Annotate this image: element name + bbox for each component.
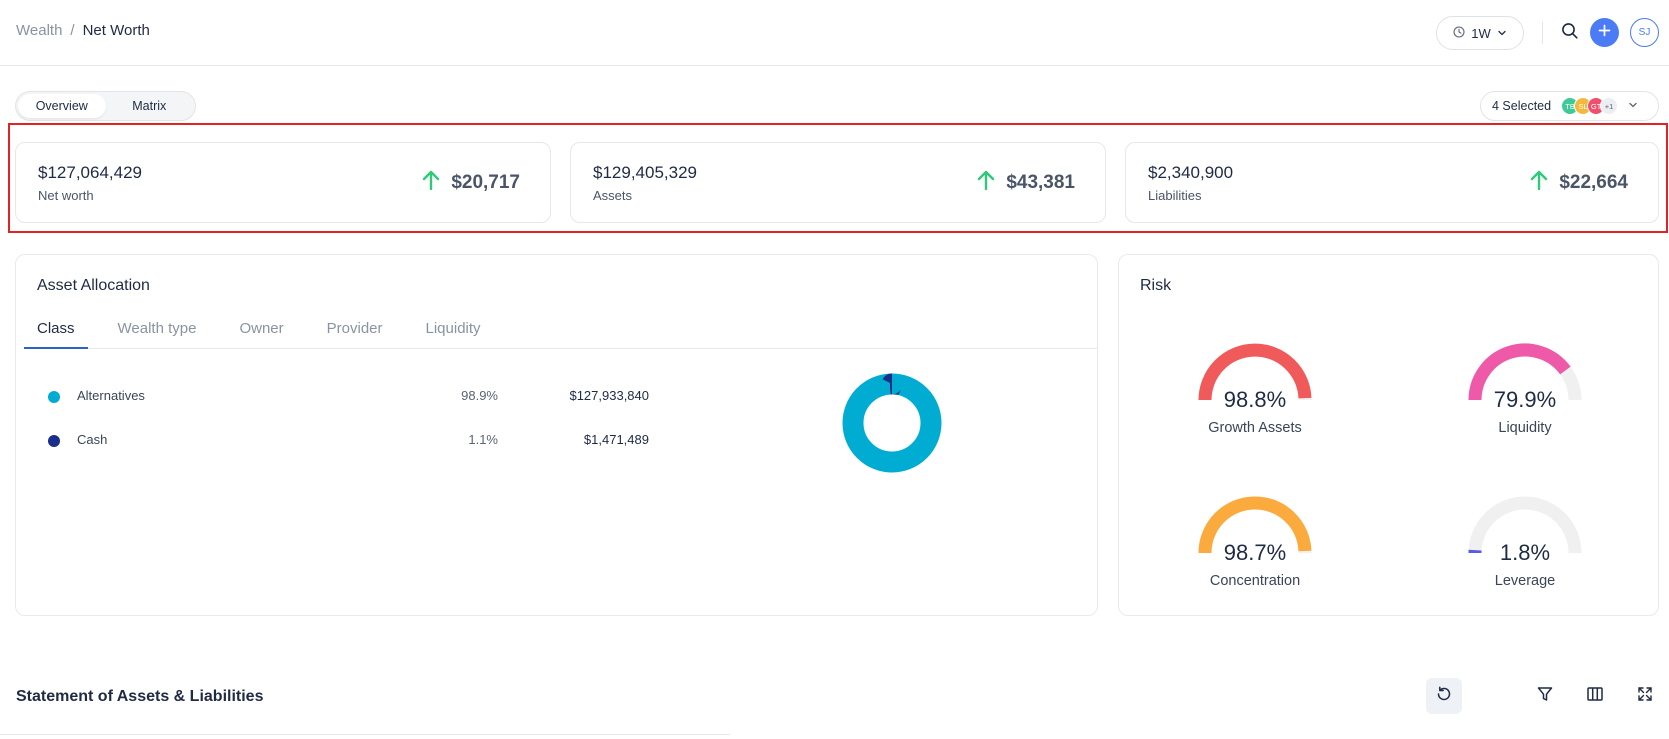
gauge-value: 98.8% (1223, 387, 1287, 412)
asset-allocation-title: Asset Allocation (37, 277, 150, 294)
kpi-change-value: $22,664 (1559, 172, 1628, 193)
breadcrumb: Wealth / Net Worth (16, 22, 150, 39)
gauge-arc (1468, 496, 1582, 554)
gauge-value: 79.9% (1493, 387, 1557, 412)
tab-liquidity[interactable]: Liquidity (425, 320, 481, 337)
plus-icon (1598, 24, 1611, 42)
expand-button[interactable] (1627, 678, 1663, 714)
gauge-fill (1468, 343, 1571, 401)
arrow-up-icon (976, 169, 996, 197)
owner-selector-label: 4 Selected (1492, 99, 1552, 113)
add-button[interactable] (1590, 18, 1619, 47)
top-bar: Wealth / Net Worth 1W SJ (0, 0, 1669, 66)
arrow-up-icon (1529, 169, 1549, 197)
legend-dot (48, 391, 60, 403)
tab-provider[interactable]: Provider (326, 320, 383, 337)
allocation-name: Cash (77, 432, 108, 447)
gauge-label: Growth Assets (1208, 420, 1302, 436)
owner-avatar-stack: TB SL GT +1 (1561, 97, 1619, 115)
allocation-percent: 98.9% (461, 388, 498, 403)
donut-slice-cash[interactable] (842, 373, 942, 473)
kpi-card-liabilities[interactable]: $2,340,900 Liabilities $22,664 (1125, 142, 1659, 223)
tab-owner[interactable]: Owner (239, 320, 284, 337)
allocation-percent: 1.1% (468, 432, 498, 447)
allocation-donut-chart[interactable] (836, 367, 948, 479)
time-range-dropdown[interactable]: 1W (1436, 16, 1524, 50)
gauge-label: Leverage (1494, 573, 1556, 589)
filter-button[interactable] (1527, 678, 1563, 714)
gauge-fill (1198, 496, 1312, 554)
kpi-change-value: $43,381 (1006, 172, 1075, 193)
gauge-label: Concentration (1209, 573, 1301, 589)
gauge-fill (1198, 343, 1312, 401)
arrow-up-icon (421, 169, 441, 197)
gauge-growth-assets[interactable]: 98.8% Growth Assets (1175, 343, 1335, 463)
risk-title: Risk (1140, 277, 1172, 294)
gauge-value: 98.7% (1223, 540, 1287, 565)
breadcrumb-wealth-link[interactable]: Wealth (16, 22, 63, 39)
allocation-value: $127,933,840 (569, 388, 649, 403)
gauge-value: 1.8% (1499, 540, 1551, 565)
statement-table-edge (0, 734, 730, 739)
gauge-leverage[interactable]: 1.8% Leverage (1445, 496, 1605, 616)
gauge-arc (1198, 343, 1312, 401)
kpi-label: Net worth (38, 188, 94, 203)
kpi-change-value: $20,717 (451, 172, 520, 193)
risk-panel: Risk 98.8% Growth Assets 79.9% Liquidity… (1118, 254, 1659, 616)
view-overview-button[interactable]: Overview (18, 94, 106, 118)
tab-class[interactable]: Class (24, 310, 88, 349)
statement-title: Statement of Assets & Liabilities (16, 688, 264, 705)
gauge-liquidity[interactable]: 79.9% Liquidity (1445, 343, 1605, 463)
chevron-down-icon (1497, 26, 1507, 41)
kpi-label: Liabilities (1148, 188, 1202, 203)
owner-selector[interactable]: 4 Selected TB SL GT +1 (1480, 91, 1659, 121)
allocation-row-cash[interactable]: Cash 1.1% $1,471,489 (48, 430, 649, 450)
gauge-arc (1468, 343, 1582, 401)
donut-slice-alternatives[interactable] (842, 373, 942, 473)
search-button[interactable] (1558, 21, 1582, 45)
clock-icon (1453, 25, 1465, 41)
kpi-card-net-worth[interactable]: $127,064,429 Net worth $20,717 (15, 142, 551, 223)
columns-button[interactable] (1577, 678, 1613, 714)
legend-dot (48, 435, 60, 447)
reset-button[interactable] (1426, 678, 1462, 714)
kpi-value: $127,064,429 (38, 163, 142, 182)
page-title: Net Worth (82, 22, 150, 39)
gauge-arc (1198, 496, 1312, 554)
allocation-name: Alternatives (77, 388, 145, 403)
allocation-value: $1,471,489 (583, 432, 649, 447)
time-range-value: 1W (1471, 25, 1491, 41)
kpi-label: Assets (593, 188, 633, 203)
kpi-highlight-box (8, 123, 1668, 233)
search-icon (1561, 22, 1579, 45)
gauge-concentration[interactable]: 98.7% Concentration (1175, 496, 1335, 616)
tab-wealth-type[interactable]: Wealth type (117, 320, 197, 337)
owner-avatar-more: +1 (1600, 97, 1619, 115)
reset-icon (1435, 685, 1453, 708)
view-toggle: Overview Matrix (15, 91, 196, 121)
user-avatar[interactable]: SJ (1630, 18, 1659, 47)
filter-icon (1536, 685, 1554, 708)
kpi-value: $129,405,329 (593, 163, 697, 182)
chevron-down-icon (1628, 99, 1638, 113)
columns-icon (1586, 685, 1604, 708)
allocation-row-alternatives[interactable]: Alternatives 98.9% $127,933,840 (48, 386, 649, 406)
expand-icon (1637, 686, 1653, 707)
kpi-card-assets[interactable]: $129,405,329 Assets $43,381 (570, 142, 1106, 223)
view-matrix-button[interactable]: Matrix (132, 99, 167, 113)
gauge-label: Liquidity (1498, 420, 1552, 436)
kpi-change: $20,717 (421, 169, 520, 197)
kpi-change: $22,664 (1529, 169, 1628, 197)
asset-allocation-panel: Asset Allocation Class Wealth type Owner… (15, 254, 1098, 616)
header-divider (1542, 22, 1543, 44)
allocation-tabs: Class Wealth type Owner Provider Liquidi… (24, 310, 1097, 349)
gauge-track (1468, 496, 1582, 554)
kpi-change: $43,381 (976, 169, 1075, 197)
kpi-value: $2,340,900 (1148, 163, 1234, 182)
breadcrumb-separator: / (70, 22, 75, 39)
